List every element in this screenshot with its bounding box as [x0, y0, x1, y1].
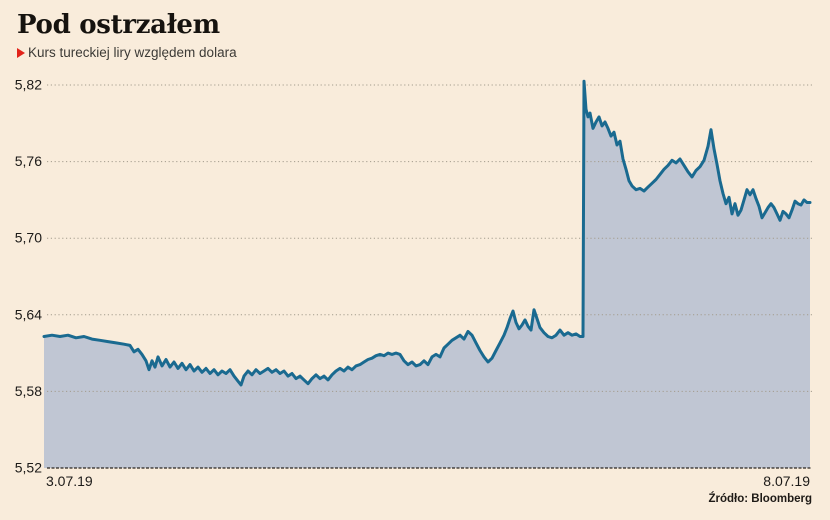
y-tick-label: 5,64 — [15, 306, 42, 322]
x-tick-label: 3.07.19 — [46, 473, 93, 489]
source-label: Źródło: Bloomberg — [708, 493, 813, 505]
y-tick-label: 5,82 — [15, 77, 42, 93]
y-tick-label: 5,76 — [15, 153, 42, 169]
y-tick-label: 5,70 — [15, 230, 42, 246]
x-tick-label: 8.07.19 — [763, 473, 810, 489]
area-fill — [44, 81, 810, 468]
chart-subtitle: Kurs tureckiej liry względem dolara — [28, 45, 237, 61]
y-tick-label: 5,52 — [15, 460, 42, 476]
y-tick-label: 5,58 — [15, 383, 42, 399]
chart-subtitle-row: Kurs tureckiej liry względem dolara — [17, 45, 237, 60]
chart-header: Pod ostrzałem Kurs tureckiej liry względ… — [17, 10, 237, 60]
red-triangle-icon — [17, 47, 25, 58]
price-line — [42, 79, 812, 387]
chart-title: Pod ostrzałem — [17, 10, 220, 40]
